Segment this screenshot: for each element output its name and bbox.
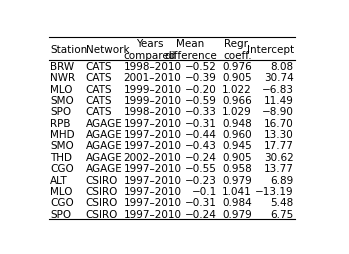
Text: −0.31: −0.31 bbox=[185, 198, 217, 208]
Text: Mean
difference: Mean difference bbox=[164, 39, 217, 60]
Text: 1998–2010: 1998–2010 bbox=[124, 61, 181, 71]
Text: 0.979: 0.979 bbox=[222, 209, 252, 219]
Text: 1999–2010: 1999–2010 bbox=[124, 96, 181, 105]
Text: AGAGE: AGAGE bbox=[86, 141, 122, 151]
Text: −0.59: −0.59 bbox=[185, 96, 217, 105]
Text: SPO: SPO bbox=[50, 209, 72, 219]
Text: 30.62: 30.62 bbox=[264, 152, 294, 162]
Text: 13.77: 13.77 bbox=[264, 164, 294, 173]
Text: 0.960: 0.960 bbox=[222, 130, 252, 139]
Text: SPO: SPO bbox=[50, 107, 72, 117]
Text: MHD: MHD bbox=[50, 130, 75, 139]
Text: CSIRO: CSIRO bbox=[86, 209, 118, 219]
Text: 2001–2010: 2001–2010 bbox=[124, 73, 181, 83]
Text: −0.43: −0.43 bbox=[185, 141, 217, 151]
Text: −0.24: −0.24 bbox=[185, 152, 217, 162]
Text: CATS: CATS bbox=[86, 107, 112, 117]
Text: 1997–2010: 1997–2010 bbox=[124, 175, 181, 185]
Text: 1.022: 1.022 bbox=[222, 84, 252, 94]
Text: 6.89: 6.89 bbox=[270, 175, 294, 185]
Text: 11.49: 11.49 bbox=[264, 96, 294, 105]
Text: 17.77: 17.77 bbox=[264, 141, 294, 151]
Text: 1997–2010: 1997–2010 bbox=[124, 141, 181, 151]
Text: AGAGE: AGAGE bbox=[86, 152, 122, 162]
Text: −0.39: −0.39 bbox=[185, 73, 217, 83]
Text: 16.70: 16.70 bbox=[264, 118, 294, 128]
Text: 1999–2010: 1999–2010 bbox=[124, 84, 181, 94]
Text: CGO: CGO bbox=[50, 198, 74, 208]
Text: −8.90: −8.90 bbox=[262, 107, 294, 117]
Text: −0.33: −0.33 bbox=[185, 107, 217, 117]
Text: 1997–2010: 1997–2010 bbox=[124, 186, 181, 196]
Text: Network: Network bbox=[86, 44, 129, 55]
Text: 1997–2010: 1997–2010 bbox=[124, 198, 181, 208]
Text: AGAGE: AGAGE bbox=[86, 164, 122, 173]
Text: Years
compared: Years compared bbox=[124, 39, 176, 60]
Text: 0.966: 0.966 bbox=[222, 96, 252, 105]
Text: −0.44: −0.44 bbox=[185, 130, 217, 139]
Text: −0.23: −0.23 bbox=[185, 175, 217, 185]
Text: −0.20: −0.20 bbox=[185, 84, 217, 94]
Text: 13.30: 13.30 bbox=[264, 130, 294, 139]
Text: 0.958: 0.958 bbox=[222, 164, 252, 173]
Text: ALT: ALT bbox=[50, 175, 68, 185]
Text: −13.19: −13.19 bbox=[255, 186, 294, 196]
Text: NWR: NWR bbox=[50, 73, 75, 83]
Text: −0.24: −0.24 bbox=[185, 209, 217, 219]
Text: 0.984: 0.984 bbox=[222, 198, 252, 208]
Text: MLO: MLO bbox=[50, 84, 73, 94]
Text: 1997–2010: 1997–2010 bbox=[124, 209, 181, 219]
Text: Intercept: Intercept bbox=[247, 44, 294, 55]
Text: CATS: CATS bbox=[86, 73, 112, 83]
Text: CATS: CATS bbox=[86, 61, 112, 71]
Text: −0.52: −0.52 bbox=[185, 61, 217, 71]
Text: 1.029: 1.029 bbox=[222, 107, 252, 117]
Text: AGAGE: AGAGE bbox=[86, 118, 122, 128]
Text: 0.945: 0.945 bbox=[222, 141, 252, 151]
Text: BRW: BRW bbox=[50, 61, 75, 71]
Text: CSIRO: CSIRO bbox=[86, 198, 118, 208]
Text: 0.905: 0.905 bbox=[222, 152, 252, 162]
Text: 2002–2010: 2002–2010 bbox=[124, 152, 181, 162]
Text: 1997–2010: 1997–2010 bbox=[124, 118, 181, 128]
Text: 0.948: 0.948 bbox=[222, 118, 252, 128]
Text: CSIRO: CSIRO bbox=[86, 175, 118, 185]
Text: CATS: CATS bbox=[86, 84, 112, 94]
Text: 5.48: 5.48 bbox=[270, 198, 294, 208]
Text: THD: THD bbox=[50, 152, 72, 162]
Text: CATS: CATS bbox=[86, 96, 112, 105]
Text: −0.1: −0.1 bbox=[192, 186, 217, 196]
Text: 6.75: 6.75 bbox=[270, 209, 294, 219]
Text: 0.979: 0.979 bbox=[222, 175, 252, 185]
Text: 1997–2010: 1997–2010 bbox=[124, 164, 181, 173]
Text: CGO: CGO bbox=[50, 164, 74, 173]
Text: 0.976: 0.976 bbox=[222, 61, 252, 71]
Text: −6.83: −6.83 bbox=[262, 84, 294, 94]
Text: −0.31: −0.31 bbox=[185, 118, 217, 128]
Text: SMO: SMO bbox=[50, 141, 74, 151]
Text: 1998–2010: 1998–2010 bbox=[124, 107, 181, 117]
Text: RPB: RPB bbox=[50, 118, 71, 128]
Text: Station: Station bbox=[50, 44, 88, 55]
Text: CSIRO: CSIRO bbox=[86, 186, 118, 196]
Text: Regr.
coeff.: Regr. coeff. bbox=[223, 39, 252, 60]
Text: 8.08: 8.08 bbox=[271, 61, 294, 71]
Text: 1997–2010: 1997–2010 bbox=[124, 130, 181, 139]
Text: 1.041: 1.041 bbox=[222, 186, 252, 196]
Text: 30.74: 30.74 bbox=[264, 73, 294, 83]
Text: MLO: MLO bbox=[50, 186, 73, 196]
Text: 0.905: 0.905 bbox=[222, 73, 252, 83]
Text: SMO: SMO bbox=[50, 96, 74, 105]
Text: −0.55: −0.55 bbox=[185, 164, 217, 173]
Text: AGAGE: AGAGE bbox=[86, 130, 122, 139]
